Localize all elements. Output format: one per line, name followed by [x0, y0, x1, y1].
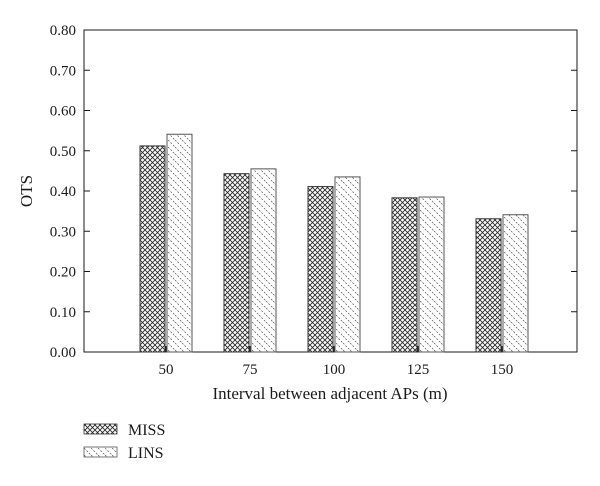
bar-miss-150: [475, 218, 502, 353]
x-axis-title: Interval between adjacent APs (m): [212, 384, 447, 403]
x-tick-label: 50: [159, 362, 174, 378]
legend-swatch-lins: [83, 446, 118, 458]
bars: [139, 133, 529, 353]
y-tick-label: 0.50: [50, 144, 76, 160]
bar-miss-100: [307, 186, 334, 353]
y-axis-title: OTS: [17, 175, 36, 207]
y-tick-label: 0.00: [50, 345, 76, 361]
x-tick-label: 150: [491, 362, 514, 378]
y-tick-label: 0.40: [50, 184, 76, 200]
y-tick-label: 0.60: [50, 104, 76, 120]
legend-swatch-miss: [83, 423, 118, 435]
bar-miss-50: [139, 145, 166, 353]
y-axis: 0.00 0.10 0.20 0.30 0.40 0.50 0.60 0.70 0.80: [50, 23, 577, 361]
bar-miss-125: [391, 197, 418, 353]
y-tick-label: 0.70: [50, 63, 76, 79]
bar-miss-75: [223, 173, 250, 353]
bar-lins-150: [502, 214, 529, 353]
x-tick-label: 75: [243, 362, 258, 378]
bar-lins-50: [166, 133, 193, 353]
legend-label-lins: LINS: [128, 445, 164, 462]
x-tick-label: 100: [323, 362, 346, 378]
y-tick-label: 0.20: [50, 265, 76, 281]
x-tick-label: 125: [407, 362, 430, 378]
bar-lins-125: [418, 196, 445, 353]
y-tick-label: 0.80: [50, 23, 76, 39]
bar-lins-75: [250, 168, 277, 353]
legend-label-miss: MISS: [128, 422, 165, 439]
y-tick-label: 0.10: [50, 305, 76, 321]
bar-lins-100: [334, 176, 361, 353]
y-tick-label: 0.30: [50, 224, 76, 240]
x-axis: 50 75 100 125 150: [159, 346, 514, 378]
legend: MISS LINS: [83, 422, 165, 462]
